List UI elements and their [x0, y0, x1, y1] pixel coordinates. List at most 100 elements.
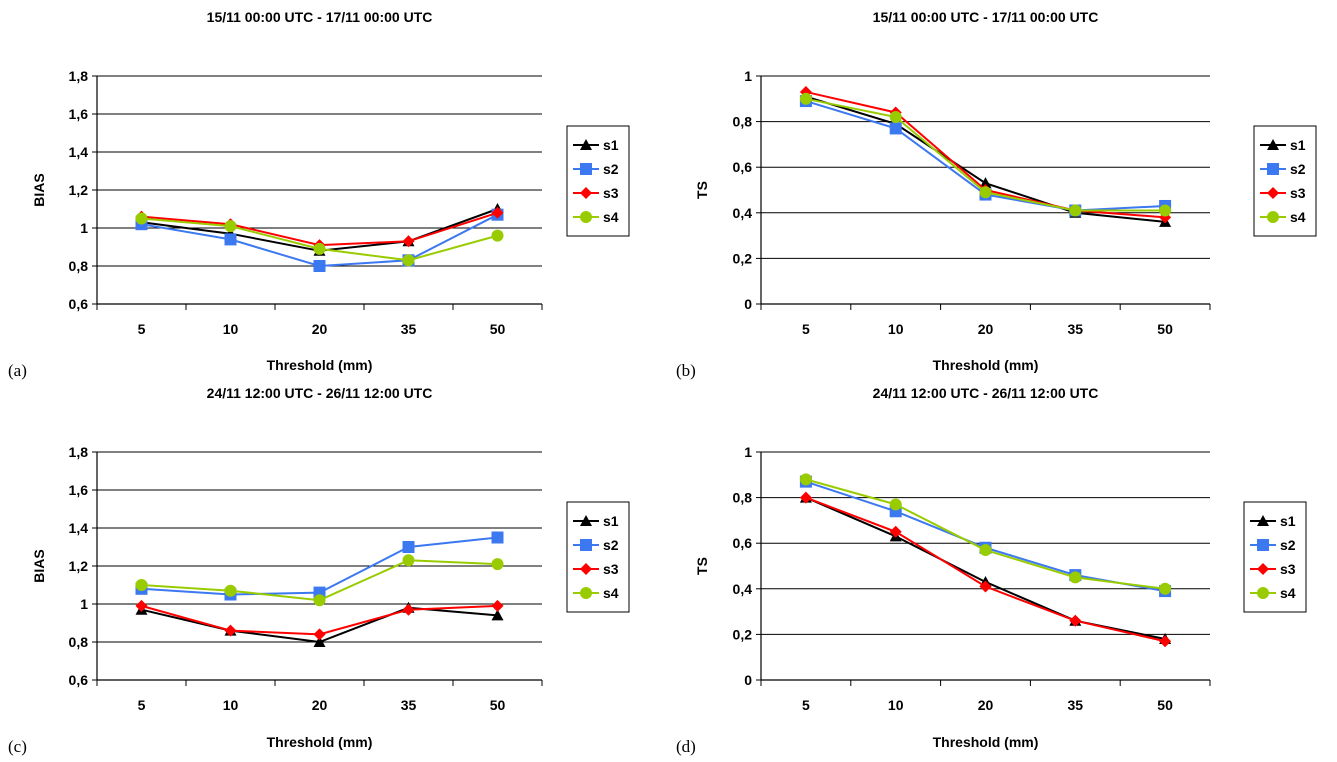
- y-tick-label: 1: [80, 220, 88, 236]
- y-tick-label: 1,6: [69, 106, 89, 122]
- data-point-s4: [979, 544, 992, 557]
- legend-marker-s2: [580, 539, 592, 551]
- y-tick-label: 1,2: [69, 182, 89, 198]
- data-point-s4: [402, 554, 415, 567]
- y-axis-label: TS: [694, 181, 710, 199]
- data-point-s4: [224, 584, 237, 597]
- x-tick-label: 35: [1068, 697, 1084, 713]
- y-tick-label: 1: [744, 444, 752, 460]
- data-point-s3: [1159, 635, 1172, 648]
- legend-label: s3: [603, 561, 619, 577]
- data-point-s1: [313, 636, 326, 647]
- data-point-s2: [402, 541, 415, 553]
- legend-label: s2: [1280, 537, 1296, 553]
- chart-panel-2: 24/11 12:00 UTC - 26/11 12:00 UTC 0,6 0,8 1…: [8, 385, 630, 756]
- data-point-s2: [224, 233, 237, 246]
- panel-label: (c): [8, 737, 27, 756]
- data-point-s1: [491, 609, 504, 621]
- y-tick-label: 1,8: [69, 68, 89, 84]
- y-tick-label: 1,6: [69, 482, 89, 498]
- legend-box: [1243, 501, 1307, 613]
- y-tick-label: 1,2: [69, 558, 89, 574]
- data-point-s1: [979, 177, 992, 189]
- legend-marker-s1: [580, 139, 592, 150]
- y-axis-label: BIAS: [31, 549, 47, 582]
- x-tick-label: 10: [223, 697, 239, 713]
- legend-label: s1: [1290, 137, 1306, 153]
- x-tick-label: 50: [490, 321, 506, 337]
- x-tick-label: 20: [312, 321, 328, 337]
- legend-marker-s4: [1267, 211, 1279, 223]
- y-tick-label: 0,6: [733, 159, 753, 175]
- x-tick-label: 50: [1157, 321, 1173, 337]
- data-point-s4: [313, 594, 326, 607]
- legend-marker-s2: [1267, 163, 1279, 175]
- panel-label: (a): [8, 361, 27, 380]
- data-point-s4: [1069, 571, 1082, 584]
- x-axis-label: Threshold (mm): [267, 734, 373, 750]
- legend-label: s3: [1290, 185, 1306, 201]
- y-tick-label: 0,6: [69, 672, 89, 688]
- legend-marker-s4: [580, 587, 592, 599]
- chart-panel-0: 15/11 00:00 UTC - 17/11 00:00 UTC 0,6 0,8 1…: [8, 9, 630, 380]
- x-tick-label: 20: [978, 321, 994, 337]
- chart-panel-1: 15/11 00:00 UTC - 17/11 00:00 UTC 0 0,2 0,4…: [676, 9, 1317, 380]
- data-point-s2: [313, 260, 326, 272]
- data-point-s3: [402, 235, 415, 248]
- data-point-s3: [491, 599, 504, 612]
- chart-title: 24/11 12:00 UTC - 26/11 12:00 UTC: [207, 385, 433, 401]
- panel-label: (d): [676, 737, 696, 756]
- data-point-s4: [313, 242, 326, 255]
- data-point-s2: [491, 531, 504, 544]
- legend-label: s1: [603, 513, 619, 529]
- x-tick-label: 10: [223, 321, 239, 337]
- y-tick-label: 1,4: [69, 144, 89, 160]
- data-point-s4: [889, 111, 902, 124]
- x-tick-label: 5: [802, 321, 810, 337]
- x-tick-label: 35: [401, 697, 417, 713]
- series-line-s3: [805, 496, 1166, 643]
- x-tick-label: 10: [888, 697, 904, 713]
- y-tick-label: 1: [80, 596, 88, 612]
- legend-box: [566, 125, 630, 237]
- legend-marker-s4: [580, 211, 592, 223]
- y-tick-label: 0,8: [69, 258, 89, 274]
- data-point-s4: [135, 212, 148, 225]
- y-tick-label: 0,6: [733, 535, 753, 551]
- data-point-s4: [799, 473, 812, 486]
- data-point-s4: [491, 558, 504, 571]
- y-tick-label: 0,8: [69, 634, 89, 650]
- data-point-s4: [889, 498, 902, 511]
- x-tick-label: 35: [401, 321, 417, 337]
- data-point-s3: [1069, 614, 1082, 627]
- data-point-s3: [799, 491, 812, 504]
- legend-marker-s1: [1257, 515, 1269, 526]
- data-point-s4: [979, 186, 992, 199]
- data-point-s2: [889, 122, 902, 135]
- y-tick-label: 1,4: [69, 520, 89, 536]
- y-axis-label: BIAS: [31, 173, 47, 206]
- data-point-s3: [313, 628, 326, 641]
- legend-label: s4: [603, 209, 619, 225]
- x-tick-label: 5: [138, 697, 146, 713]
- x-tick-label: 20: [978, 697, 994, 713]
- chart-title: 24/11 12:00 UTC - 26/11 12:00 UTC: [873, 385, 1099, 401]
- legend-label: s2: [1290, 161, 1306, 177]
- x-tick-label: 50: [490, 697, 506, 713]
- data-point-s4: [224, 220, 237, 233]
- legend-label: s4: [1290, 209, 1306, 225]
- legend-marker-s3: [580, 187, 592, 199]
- series-line-s1: [805, 95, 1166, 223]
- y-tick-label: 0: [744, 296, 752, 312]
- y-tick-label: 1,8: [69, 444, 89, 460]
- legend-marker-s2: [580, 163, 592, 175]
- data-point-s3: [224, 624, 237, 637]
- x-tick-label: 5: [138, 321, 146, 337]
- legend-label: s1: [1280, 513, 1296, 529]
- legend-label: s3: [603, 185, 619, 201]
- y-tick-label: 0,2: [733, 626, 753, 642]
- chart-title: 15/11 00:00 UTC - 17/11 00:00 UTC: [207, 9, 433, 25]
- data-point-s4: [491, 229, 504, 242]
- legend-marker-s3: [1257, 563, 1269, 575]
